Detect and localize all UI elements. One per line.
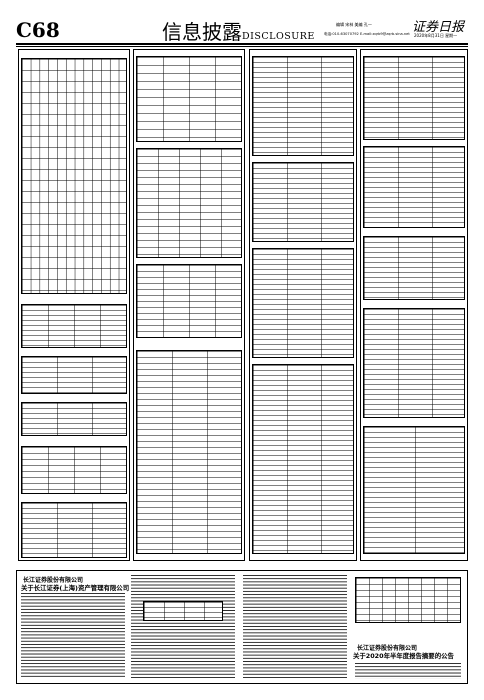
section-title-en: DISCLOSURE (242, 31, 315, 42)
column-1 (18, 49, 130, 561)
left-announcement-title: 关于长江证券(上海)资产管理有限公司 (21, 584, 130, 592)
table-block (363, 56, 465, 140)
text-block (243, 575, 347, 679)
table-block (136, 264, 242, 338)
right-announcement-title: 关于2020年半年度报告摘要的公告 (353, 652, 454, 660)
left-announcement-company: 长江证券股份有限公司 (23, 577, 84, 584)
column-4 (360, 49, 468, 561)
table-block (355, 577, 461, 623)
masthead: C68 信息披露DISCLOSURE 编辑 宋林 美编 孔一 电话:010-63… (14, 18, 470, 44)
table-block (21, 304, 127, 348)
masthead-rule (16, 43, 468, 45)
table-block (136, 350, 242, 554)
table-block (363, 236, 465, 300)
table-block (21, 402, 127, 436)
right-announcement-company: 长江证券股份有限公司 (357, 645, 418, 652)
table-block (363, 308, 465, 418)
table-block (136, 56, 242, 142)
table-block (21, 502, 127, 558)
date-line: 2020年8月31日 星期一 (414, 33, 458, 38)
table-block (252, 248, 354, 358)
page-number: C68 (16, 18, 60, 42)
table-block (21, 58, 127, 294)
table-block (21, 446, 127, 494)
table-block (252, 364, 354, 554)
table-block (252, 56, 354, 156)
text-block (355, 663, 461, 679)
table-block (363, 426, 465, 554)
column-2 (133, 49, 245, 561)
table-block (143, 601, 223, 621)
text-block (21, 593, 125, 679)
masthead-rule-thin (16, 46, 468, 47)
text-block (131, 575, 235, 679)
table-block (136, 148, 242, 258)
bottom-announcement-band: 长江证券股份有限公司 关于长江证券(上海)资产管理有限公司 长江证券股份有限公司… (16, 570, 468, 684)
paper-logo: 证券日报 (412, 20, 465, 35)
section-title-cn: 信息披露 (162, 20, 242, 44)
table-block (363, 146, 465, 228)
editor-line: 编辑 宋林 美编 孔一 (336, 22, 372, 27)
section-title: 信息披露DISCLOSURE (162, 16, 315, 45)
table-block (21, 356, 127, 394)
contact-line: 电话:010-63070792 E-mail:zqrb9@zqrb.sina.n… (324, 32, 410, 36)
column-3 (249, 49, 357, 561)
table-block (252, 162, 354, 242)
